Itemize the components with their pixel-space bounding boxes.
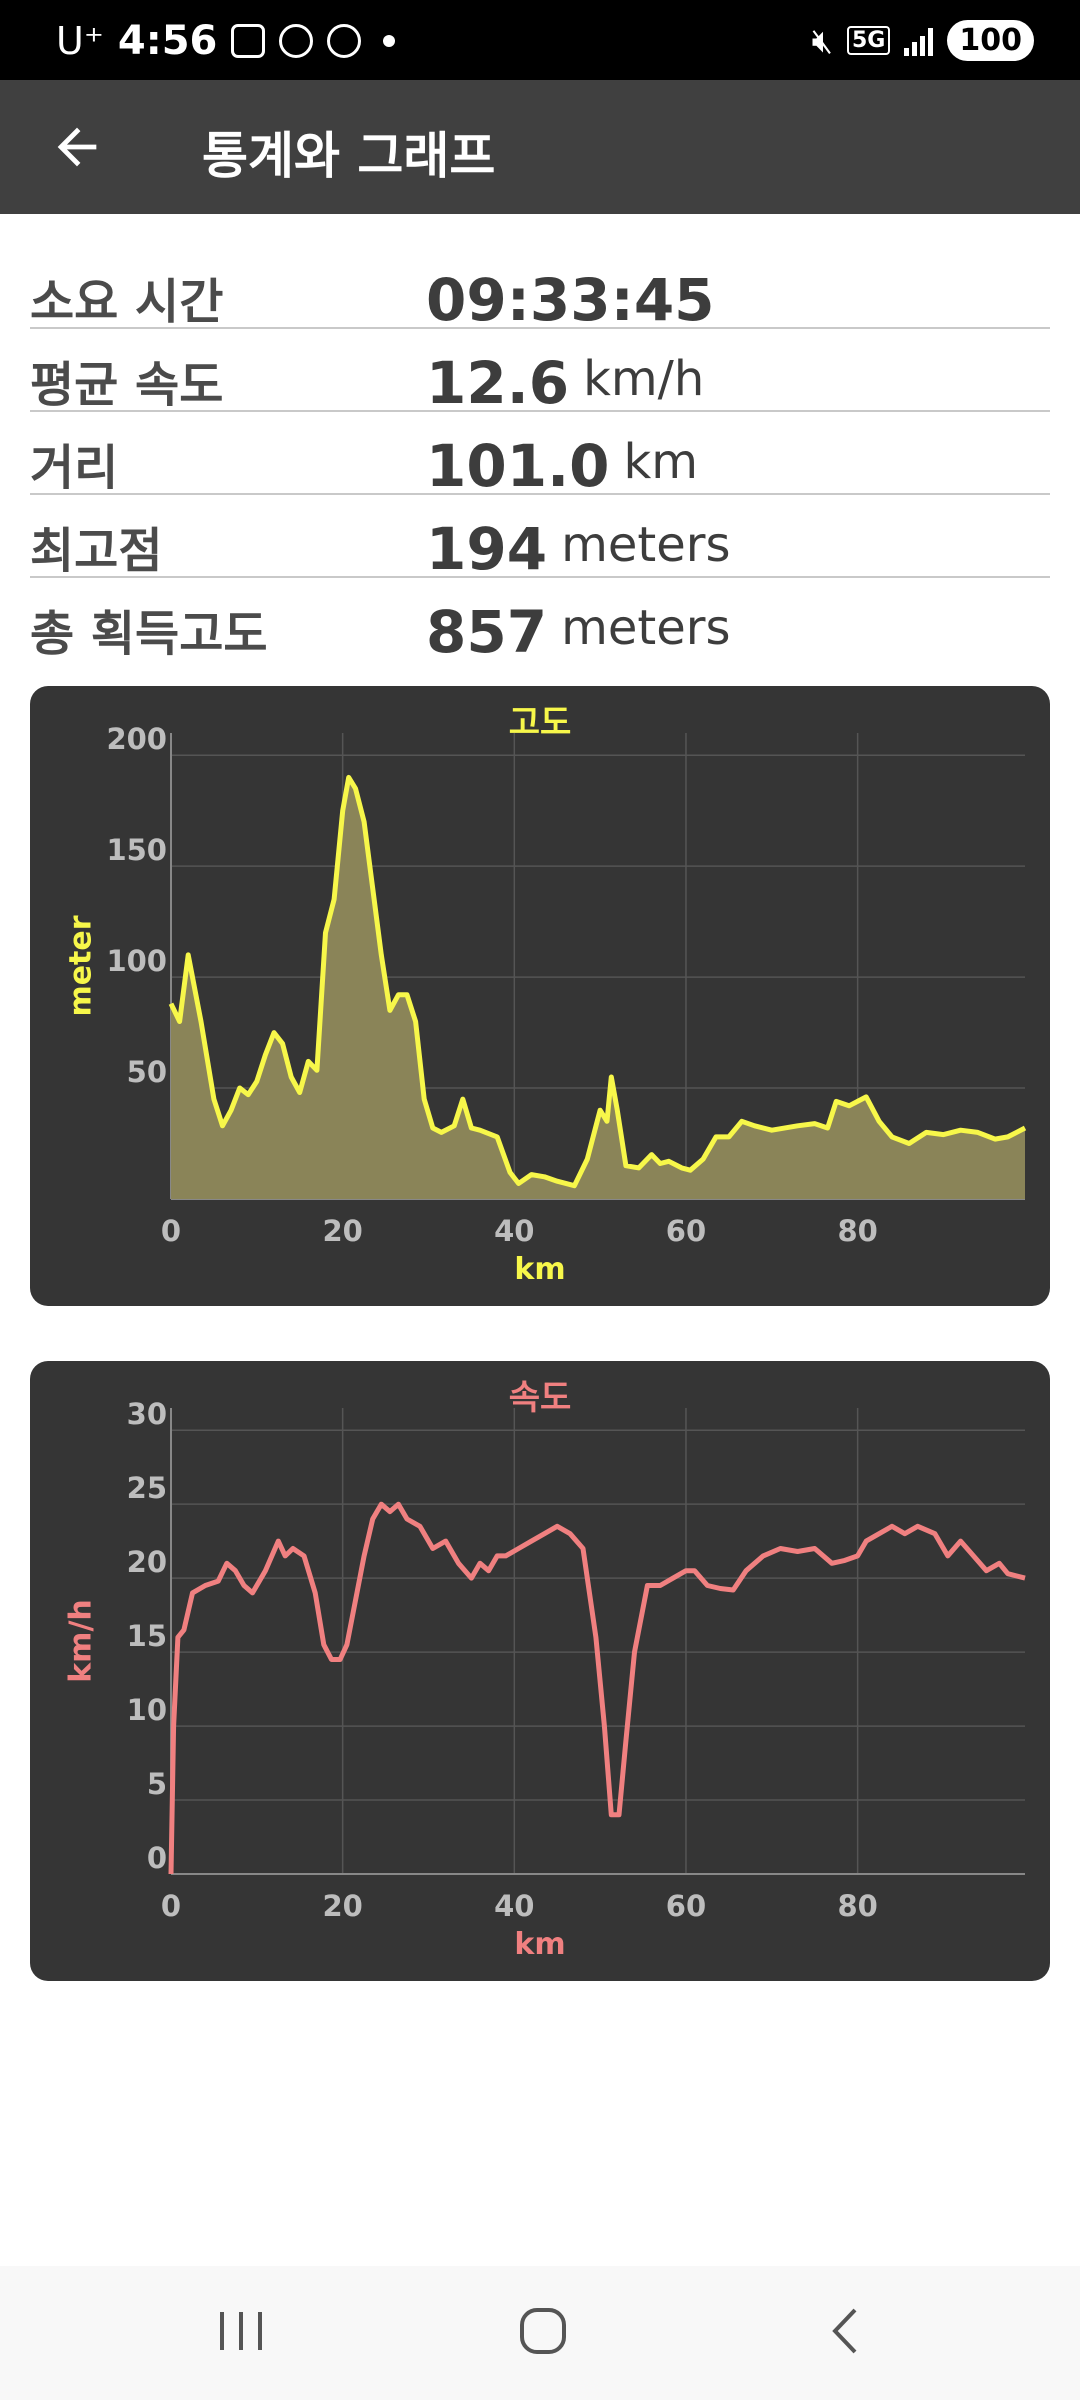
stat-number: 101.0 <box>426 432 610 500</box>
stat-number: 09:33:45 <box>426 266 715 334</box>
mute-icon: 🔇︎ <box>811 20 833 61</box>
stat-label: 소요 시간 <box>30 274 224 330</box>
x-axis-label: km <box>514 1252 565 1287</box>
y-tick-label: 100 <box>106 944 167 978</box>
x-tick-label: 60 <box>666 1889 706 1923</box>
5g-icon: 5G <box>847 26 891 55</box>
stat-value: 101.0 km <box>426 432 698 500</box>
stats-table: 소요 시간 09:33:45 평균 속도 12.6 km/h 거리 101.0 km… <box>30 246 1050 666</box>
elevation-chart: 0 20 40 60 80 50 100 150 200 고도 km meter <box>64 703 1027 1287</box>
y-tick-label: 150 <box>106 833 167 867</box>
stat-label: 평균 속도 <box>30 357 224 413</box>
y-tick-label: 10 <box>127 1693 167 1727</box>
stat-label: 거리 <box>30 440 119 496</box>
series-line <box>168 1501 1026 1875</box>
x-tick-label: 20 <box>322 1889 362 1923</box>
stat-value: 194 meters <box>426 515 730 583</box>
system-nav-bar <box>0 2266 1080 2400</box>
recent-apps-icon <box>220 2312 262 2350</box>
x-tick-label: 0 <box>161 1889 181 1923</box>
y-axis-label: km/h <box>64 1599 99 1683</box>
speed-chart-card: 0 20 40 60 80 0 5 10 15 20 25 30 속도 km km/h <box>30 1361 1050 1981</box>
stat-row-avg-speed: 평균 속도 12.6 km/h <box>30 329 1050 417</box>
recent-apps-button[interactable] <box>196 2296 286 2366</box>
carrier-label: U⁺ <box>56 19 104 63</box>
y-tick-label: 50 <box>127 1055 167 1089</box>
y-tick-label: 25 <box>127 1471 167 1505</box>
back-arrow-icon[interactable] <box>48 118 106 176</box>
stat-label: 총 획득고도 <box>30 606 268 662</box>
chart-title: 고도 <box>509 703 572 743</box>
x-tick-label: 40 <box>494 1889 534 1923</box>
x-tick-label: 60 <box>666 1214 706 1248</box>
stat-row-total-ascent: 총 획득고도 857 meters <box>30 578 1050 666</box>
home-icon <box>520 2308 566 2354</box>
y-tick-label: 0 <box>147 1841 167 1875</box>
shoe-icon <box>327 24 362 58</box>
elevation-chart-card: 0 20 40 60 80 50 100 150 200 고도 km meter <box>30 686 1050 1306</box>
stat-value: 857 meters <box>426 598 730 666</box>
status-right: 🔇︎ 5G 100 <box>812 20 1034 61</box>
y-tick-label: 20 <box>127 1545 167 1579</box>
clock: 4:56 <box>117 18 218 64</box>
area-fill <box>171 777 1025 1199</box>
nav-back-icon <box>832 2308 857 2354</box>
stat-value: 12.6 km/h <box>426 349 704 417</box>
map-pin-icon <box>279 24 314 58</box>
x-tick-label: 0 <box>161 1214 181 1248</box>
y-axis-label: meter <box>64 915 99 1016</box>
stat-row-distance: 거리 101.0 km <box>30 412 1050 500</box>
app-bar: 통계와 그래프 <box>0 80 1080 214</box>
x-tick-label: 80 <box>837 1889 877 1923</box>
x-tick-label: 80 <box>837 1214 877 1248</box>
stat-number: 194 <box>426 515 548 583</box>
signal-icon <box>904 26 934 56</box>
notification-dot-icon <box>383 35 396 47</box>
stat-unit: km/h <box>583 351 705 407</box>
y-tick-label: 200 <box>106 722 167 756</box>
camera-icon <box>231 24 266 58</box>
y-tick-label: 5 <box>147 1767 167 1801</box>
home-button[interactable] <box>498 2296 588 2366</box>
stat-number: 12.6 <box>426 349 570 417</box>
stat-label: 최고점 <box>30 523 163 579</box>
stat-unit: meters <box>561 517 731 573</box>
x-axis-label: km <box>514 1927 565 1962</box>
page-title: 통계와 그래프 <box>202 127 496 185</box>
series-line <box>168 774 1027 1189</box>
y-tick-label: 30 <box>127 1397 167 1431</box>
chart-title: 속도 <box>509 1378 572 1418</box>
status-bar: U⁺ 4:56 🔇︎ 5G 100 <box>0 0 1080 80</box>
x-tick-label: 20 <box>322 1214 362 1248</box>
stat-unit: km <box>623 434 699 490</box>
stat-value: 09:33:45 <box>426 266 715 334</box>
stat-row-max-elevation: 최고점 194 meters <box>30 495 1050 583</box>
status-left: U⁺ 4:56 <box>56 18 396 64</box>
stat-row-duration: 소요 시간 09:33:45 <box>30 246 1050 334</box>
stat-number: 857 <box>426 598 548 666</box>
x-tick-label: 40 <box>494 1214 534 1248</box>
battery-icon: 100 <box>947 20 1034 61</box>
speed-chart: 0 20 40 60 80 0 5 10 15 20 25 30 속도 km km/h <box>64 1378 1026 1962</box>
stat-unit: meters <box>561 600 731 656</box>
nav-back-button[interactable] <box>800 2296 890 2366</box>
y-tick-label: 15 <box>127 1619 167 1653</box>
